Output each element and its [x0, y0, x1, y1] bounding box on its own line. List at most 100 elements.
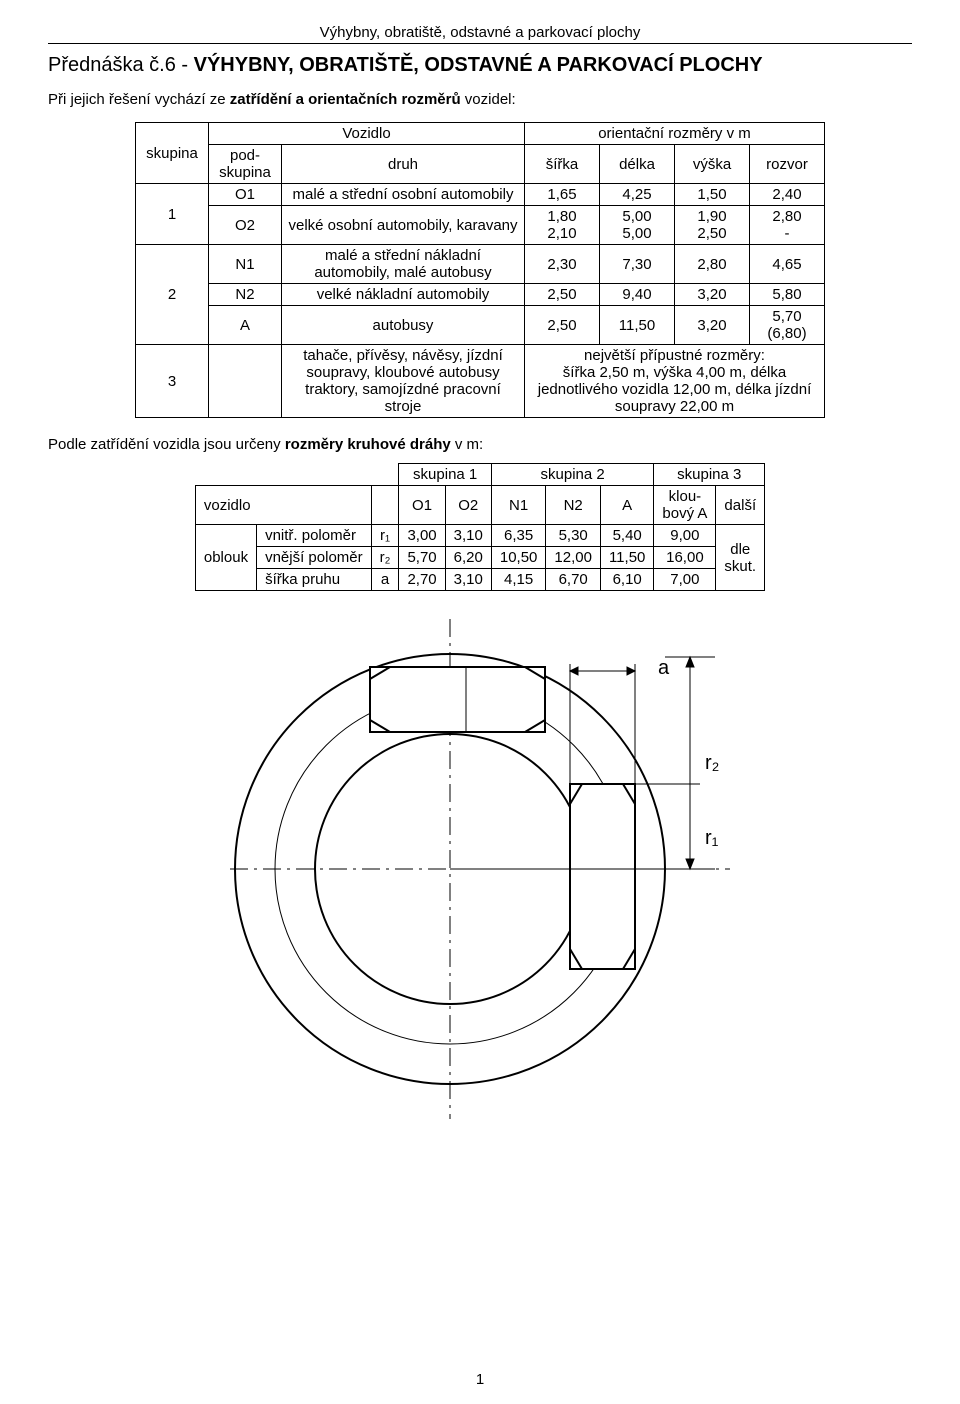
t1-h-sirka: šířka [525, 145, 600, 184]
t1-g2-r2-ps: N2 [209, 284, 282, 306]
t2-N2: N2 [546, 486, 601, 525]
page-header: Výhybny, obratiště, odstavné a parkovací… [48, 24, 912, 44]
t1-g2-r1-s: 2,30 [525, 245, 600, 284]
t2-O1: O1 [399, 486, 445, 525]
t1-g2-r2-s: 2,50 [525, 284, 600, 306]
intro-b: zatřídění a orientačních rozměrů [230, 91, 461, 108]
t1-g1-r2-r: 2,80- [750, 206, 825, 245]
t2-r3-A: 6,10 [600, 569, 653, 591]
intro-a: Při jejich řešení vychází ze [48, 91, 230, 108]
t1-g1-r2-ps: O2 [209, 206, 282, 245]
t2-r2-N2: 12,00 [546, 547, 601, 569]
t2-r2-O2: 6,20 [445, 547, 491, 569]
t2-r3-lab: šířka pruhu [257, 569, 372, 591]
t1-g2-r1-d: 7,30 [600, 245, 675, 284]
t1-g2-r3-ps: A [209, 306, 282, 345]
t1-g1-r1-s: 1,65 [525, 184, 600, 206]
t2-r2-O1: 5,70 [399, 547, 445, 569]
t2-sk1: skupina 1 [399, 464, 491, 486]
t1-g1-r1-ps: O1 [209, 184, 282, 206]
t1-g2-r3-s: 2,50 [525, 306, 600, 345]
diagram-label-r1: r₁ [705, 827, 719, 849]
t1-h-skupina: skupina [136, 123, 209, 184]
lecture-title: Přednáška č.6 - VÝHYBNY, OBRATIŠTĚ, ODST… [48, 54, 912, 77]
t1-g2-r1-ps: N1 [209, 245, 282, 284]
t1-g2-r3-d: 11,50 [600, 306, 675, 345]
t2-sk2: skupina 2 [491, 464, 654, 486]
t2-r2-N1: 10,50 [491, 547, 546, 569]
t2-r3-N2: 6,70 [546, 569, 601, 591]
t1-g2-r2-dr: velké nákladní automobily [282, 284, 525, 306]
t1-g2-r3-v: 3,20 [675, 306, 750, 345]
t2-r3-N1: 4,15 [491, 569, 546, 591]
t1-g1-r2-d: 5,005,00 [600, 206, 675, 245]
title-main: VÝHYBNY, OBRATIŠTĚ, ODSTAVNÉ A PARKOVACÍ… [194, 54, 763, 76]
turning-circle-diagram: a r₂ r₁ [48, 609, 912, 1133]
t1-g2: 2 [136, 245, 209, 345]
t1-g2-r3-r: 5,70(6,80) [750, 306, 825, 345]
t1-g1-r2-v: 1,902,50 [675, 206, 750, 245]
t2-r2-A: 11,50 [600, 547, 653, 569]
t2-A: A [600, 486, 653, 525]
t1-g3-note: největší přípustné rozměry:šířka 2,50 m,… [525, 345, 825, 418]
t2-r2-lab: vnější poloměr [257, 547, 372, 569]
t1-g1-r2-dr: velké osobní automobily, karavany [282, 206, 525, 245]
t2-r3-O2: 3,10 [445, 569, 491, 591]
t1-g3-dr: tahače, přívěsy, návěsy, jízdní soupravy… [282, 345, 525, 418]
t2-dle-skut: dleskut. [716, 525, 765, 591]
t1-h-podskupina: pod-skupina [209, 145, 282, 184]
intro-c: vozidel: [461, 91, 516, 108]
t1-g1-r2-s: 1,802,10 [525, 206, 600, 245]
sub-a: Podle zatřídění vozidla jsou určeny [48, 436, 285, 453]
t1-g1-r1-d: 4,25 [600, 184, 675, 206]
t1-g1-r1-v: 1,50 [675, 184, 750, 206]
t2-r1-N2: 5,30 [546, 525, 601, 547]
t2-r1-lab: vnitř. poloměr [257, 525, 372, 547]
sub-c: v m: [451, 436, 484, 453]
vehicle-classification-table: skupina Vozidlo orientační rozměry v m p… [135, 122, 825, 418]
circular-track-table: skupina 1 skupina 2 skupina 3 vozidlo O1… [195, 463, 765, 591]
t2-r2-k: 16,00 [654, 547, 716, 569]
t2-N1: N1 [491, 486, 546, 525]
t1-g1-r1-dr: malé a střední osobní automobily [282, 184, 525, 206]
t1-g2-r2-d: 9,40 [600, 284, 675, 306]
t1-g2-r2-r: 5,80 [750, 284, 825, 306]
t2-sk3: skupina 3 [654, 464, 765, 486]
t1-g1: 1 [136, 184, 209, 245]
t1-h-vyska: výška [675, 145, 750, 184]
t1-h-delka: délka [600, 145, 675, 184]
t2-dalsi: další [716, 486, 765, 525]
diagram-label-r2: r₂ [705, 752, 719, 774]
t1-g2-r1-r: 4,65 [750, 245, 825, 284]
t2-r3-sym: a [371, 569, 399, 591]
t1-h-druh: druh [282, 145, 525, 184]
t2-O2: O2 [445, 486, 491, 525]
title-prefix: Přednáška č.6 - [48, 54, 194, 76]
t2-r1-N1: 6,35 [491, 525, 546, 547]
t1-h-rozvor: rozvor [750, 145, 825, 184]
t1-g3: 3 [136, 345, 209, 418]
t2-r2-sym: r₂ [371, 547, 399, 569]
diagram-label-a: a [658, 657, 670, 679]
t2-r1-sym: r₁ [371, 525, 399, 547]
t1-g1-r1-r: 2,40 [750, 184, 825, 206]
subtitle: Podle zatřídění vozidla jsou určeny rozm… [48, 436, 912, 453]
t1-h-vozidlo: Vozidlo [209, 123, 525, 145]
t1-g2-r1-v: 2,80 [675, 245, 750, 284]
intro-text: Při jejich řešení vychází ze zatřídění a… [48, 91, 912, 108]
t2-oblouk: oblouk [195, 525, 256, 591]
t2-r1-A: 5,40 [600, 525, 653, 547]
t1-g2-r2-v: 3,20 [675, 284, 750, 306]
t2-voz: vozidlo [195, 486, 371, 525]
t2-r1-O1: 3,00 [399, 525, 445, 547]
t1-g2-r1-dr: malé a střední nákladní automobily, malé… [282, 245, 525, 284]
t2-r1-O2: 3,10 [445, 525, 491, 547]
sub-b: rozměry kruhové dráhy [285, 436, 451, 453]
t2-r3-k: 7,00 [654, 569, 716, 591]
t1-g2-r3-dr: autobusy [282, 306, 525, 345]
t2-kloub: klou-bový A [654, 486, 716, 525]
t1-h-rozmery: orientační rozměry v m [525, 123, 825, 145]
t2-r3-O1: 2,70 [399, 569, 445, 591]
page-number: 1 [0, 1371, 960, 1388]
t2-r1-k: 9,00 [654, 525, 716, 547]
